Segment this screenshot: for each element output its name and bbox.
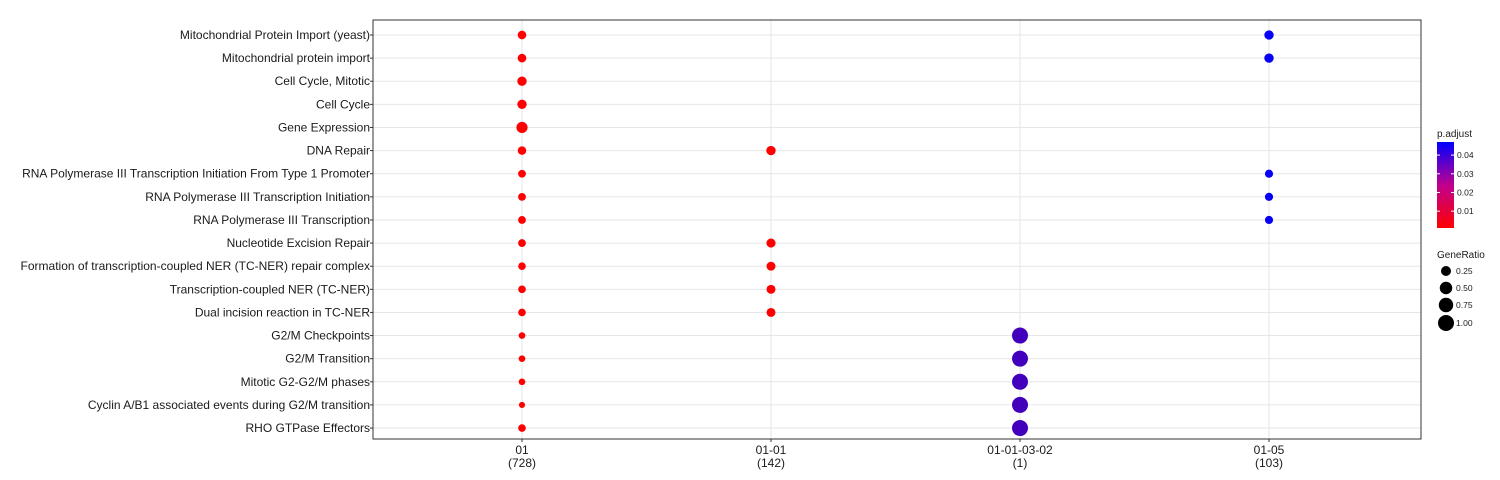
data-points — [516, 30, 1274, 437]
x-tick-label: 01-01-03-02 — [987, 443, 1053, 457]
y-tick-label: Formation of transcription-coupled NER (… — [21, 259, 370, 273]
p-adjust-legend: p.adjust 0.01 0.02 0.03 0.04 — [1437, 129, 1474, 228]
x-tick-count-label: (1) — [1013, 456, 1028, 470]
data-point — [518, 355, 526, 363]
data-point — [1264, 30, 1274, 40]
y-tick-label: Mitotic G2-G2/M phases — [241, 375, 370, 389]
data-point — [766, 307, 776, 317]
data-point — [518, 285, 526, 294]
size-legend-label: 0.75 — [1456, 300, 1473, 310]
data-point — [1012, 396, 1028, 413]
data-point — [518, 192, 526, 201]
data-point — [517, 53, 527, 63]
y-tick-label: Nucleotide Excision Repair — [227, 236, 370, 250]
x-tick-label: 01 — [515, 443, 529, 457]
y-tick-label: Gene Expression — [278, 120, 370, 134]
data-point — [516, 121, 528, 134]
data-point — [1264, 215, 1274, 225]
gene-ratio-legend: GeneRatio 0.25 0.50 0.75 1.00 — [1437, 250, 1485, 331]
color-scale-bar — [1437, 142, 1454, 228]
data-point — [1012, 350, 1028, 367]
color-scale-label: 0.02 — [1457, 187, 1474, 197]
grid-lines — [373, 20, 1421, 439]
y-tick-label: RNA Polymerase III Transcription — [193, 213, 370, 227]
data-point — [1012, 373, 1028, 390]
data-point — [1012, 420, 1028, 437]
data-point — [518, 401, 526, 408]
data-point — [518, 308, 526, 317]
x-tick-count-label: (142) — [757, 456, 785, 470]
data-point — [766, 261, 776, 271]
x-tick-count-label: (728) — [508, 456, 536, 470]
size-legend-dot — [1438, 297, 1454, 313]
color-scale-label: 0.01 — [1457, 206, 1474, 216]
y-tick-label: Cell Cycle, Mitotic — [275, 74, 370, 88]
data-point — [518, 332, 526, 339]
x-tick-label: 01-01 — [756, 443, 787, 457]
y-tick-label: Mitochondrial protein import — [222, 51, 371, 65]
data-point — [1012, 327, 1028, 344]
y-tick-label: Cyclin A/B1 associated events during G2/… — [88, 398, 370, 412]
y-tick-label: RNA Polymerase III Transcription Initiat… — [22, 167, 370, 181]
data-point — [518, 424, 526, 432]
data-point — [517, 99, 527, 110]
y-tick-label: Cell Cycle — [316, 97, 370, 111]
data-point — [766, 284, 776, 294]
color-scale-label: 0.04 — [1457, 150, 1474, 160]
data-point — [518, 239, 526, 247]
size-legend-dot — [1438, 315, 1454, 331]
y-tick-label: RNA Polymerase III Transcription Initiat… — [145, 190, 370, 204]
data-point — [766, 145, 776, 156]
data-point — [517, 146, 527, 155]
size-legend-dot — [1441, 266, 1451, 276]
data-point — [1264, 169, 1274, 178]
y-tick-label: Mitochondrial Protein Import (yeast) — [180, 28, 370, 42]
y-tick-label: Dual incision reaction in TC-NER — [195, 305, 371, 319]
data-point — [518, 169, 526, 178]
y-tick-label: Transcription-coupled NER (TC-NER) — [170, 282, 370, 296]
size-legend-label: 1.00 — [1456, 318, 1473, 328]
color-scale-label: 0.03 — [1457, 169, 1474, 179]
legend-title-p-adjust: p.adjust — [1437, 129, 1472, 140]
data-point — [518, 378, 526, 386]
data-point — [1264, 192, 1274, 201]
data-point — [766, 238, 776, 248]
size-legend-label: 0.50 — [1456, 283, 1473, 293]
y-axis-labels: Mitochondrial Protein Import (yeast) Mito… — [21, 28, 373, 435]
x-tick-count-label: (103) — [1255, 456, 1283, 470]
data-point — [517, 30, 527, 40]
y-tick-label: G2/M Checkpoints — [271, 329, 370, 343]
legend-title-gene-ratio: GeneRatio — [1437, 250, 1485, 261]
data-point — [518, 262, 526, 271]
x-axis-labels: 01(728) 01-01(142) 01-01-03-02(1) 01-05(103… — [508, 439, 1285, 470]
plot-panel — [372, 19, 1422, 440]
size-legend-label: 0.25 — [1456, 266, 1473, 276]
y-tick-label: DNA Repair — [307, 144, 370, 158]
data-point — [517, 76, 527, 86]
data-point — [1264, 53, 1274, 63]
y-tick-label: G2/M Transition — [285, 352, 370, 366]
data-point — [518, 216, 526, 224]
x-tick-label: 01-05 — [1254, 443, 1285, 457]
size-legend-dot — [1439, 281, 1453, 295]
y-tick-label: RHO GTPase Effectors — [246, 421, 370, 435]
